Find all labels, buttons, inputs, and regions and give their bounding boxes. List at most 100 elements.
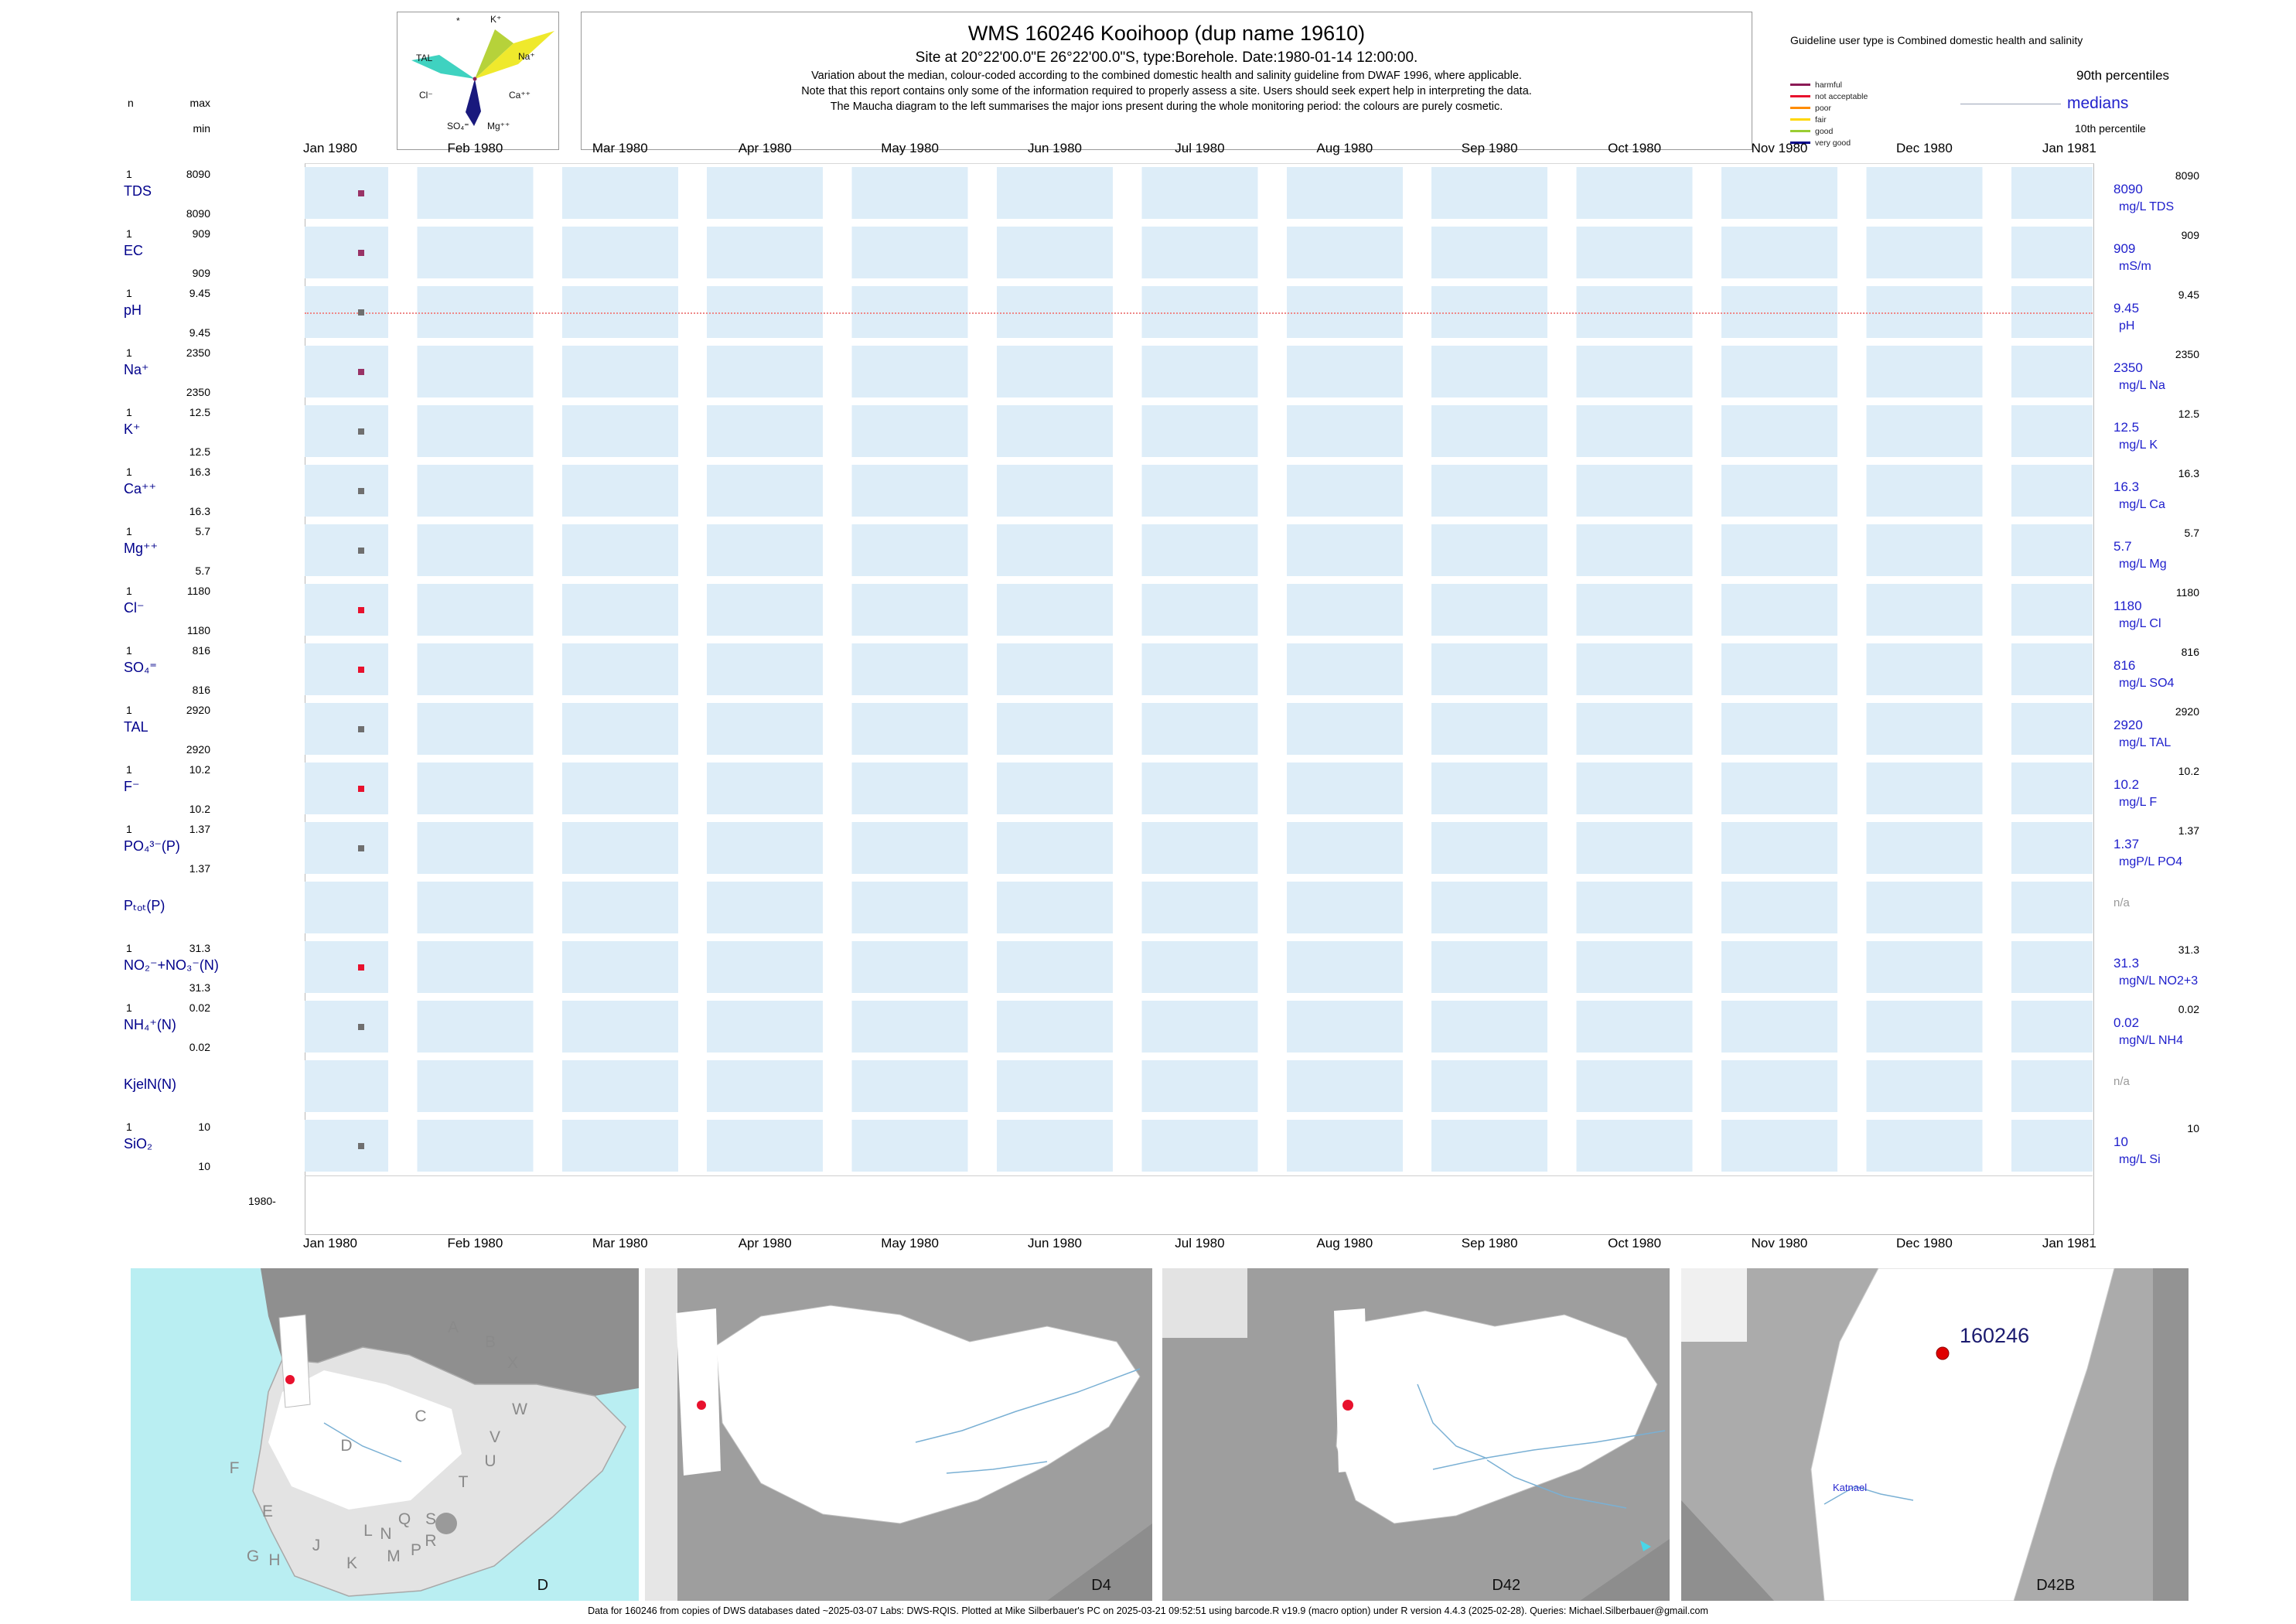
guideline-class-item: fair <box>1790 114 1868 125</box>
month-tick-label: Apr 1980 <box>738 141 792 155</box>
month-tick-label: May 1980 <box>881 141 939 155</box>
median-value: n/a <box>2113 1075 2130 1088</box>
max-value: 816 <box>192 644 210 657</box>
p90-value: 2350 <box>2175 348 2199 360</box>
station-marker <box>697 1401 706 1410</box>
ion-label-asterisk: * <box>456 15 460 26</box>
drainage-region-letter: K <box>346 1554 358 1572</box>
max-value: 31.3 <box>189 942 210 954</box>
parameter-row: 1 909 EC 909 909 909 mS/m <box>0 223 2296 282</box>
drainage-region-letter: S <box>425 1510 437 1528</box>
max-column-header: max <box>189 97 210 109</box>
min-value: 9.45 <box>189 326 210 339</box>
parameter-name: pH <box>124 302 142 318</box>
median-value: 10.2 <box>2113 777 2140 792</box>
timeline-plot <box>305 941 2093 993</box>
data-point <box>358 1142 364 1149</box>
median-value: 8090 <box>2113 182 2143 196</box>
median-value: 816 <box>2113 658 2136 673</box>
guideline-class-label: harmful <box>1815 80 1843 90</box>
timeline-plot <box>305 822 2093 874</box>
note-variation: Variation about the median, colour-coded… <box>811 70 1522 82</box>
min-value: 5.7 <box>195 565 210 577</box>
p90-value: 31.3 <box>2178 943 2199 956</box>
median-value: 2920 <box>2113 718 2143 732</box>
map-zoom-label: D <box>537 1577 549 1594</box>
title-box: WMS 160246 Kooihoop (dup name 19610) Sit… <box>581 12 1752 150</box>
min-value: 10 <box>198 1160 210 1172</box>
guideline-color-swatch <box>1790 84 1810 86</box>
parameter-name: SO₄⁼ <box>124 660 157 675</box>
guideline-legend-title: Guideline user type is Combined domestic… <box>1790 34 2083 46</box>
timeline-plot <box>305 882 2093 933</box>
parameter-row: 1 12.5 K⁺ 12.5 12.5 12.5 mg/L K <box>0 401 2296 461</box>
month-tick-label: Jan 1980 <box>303 141 357 155</box>
min-value: 8090 <box>186 207 210 220</box>
median-legend-label: medians <box>2067 94 2129 112</box>
guideline-class-item: harmful <box>1790 79 1868 90</box>
guideline-color-swatch <box>1790 142 1810 144</box>
month-tick-label: Aug 1980 <box>1316 141 1373 155</box>
p90-value: 9.45 <box>2178 288 2199 301</box>
maucha-na-wedge <box>475 31 554 79</box>
maucha-upper-wedge <box>475 29 513 79</box>
timeline-plot <box>305 227 2093 278</box>
guideline-class-list: harmful not acceptable poor fair good very go… <box>1790 79 1868 148</box>
drainage-region-letter: W <box>512 1401 527 1418</box>
sample-count: 1 <box>126 1121 132 1133</box>
guideline-class-item: not acceptable <box>1790 90 1868 102</box>
parameter-row: 1 8090 TDS 8090 8090 8090 mg/L TDS <box>0 163 2296 223</box>
sample-count: 1 <box>126 763 132 776</box>
river <box>915 1368 1141 1443</box>
month-tick-label: Aug 1980 <box>1316 1236 1373 1250</box>
unit-label: mgN/L NO2+3 <box>2119 974 2199 988</box>
drainage-region-letter: L <box>363 1522 373 1540</box>
min-value: 2350 <box>186 386 210 398</box>
place-name-label: Katnael <box>1833 1482 1868 1493</box>
maucha-tal-wedge <box>411 55 475 79</box>
unit-label: mg/L Mg <box>2119 558 2167 571</box>
station-number-label: 160246 <box>1960 1324 2030 1347</box>
timeline-plot <box>305 643 2093 695</box>
timeline-plot <box>305 703 2093 755</box>
p90-value: 10.2 <box>2178 765 2199 777</box>
left-margin-area <box>645 1268 677 1601</box>
unit-label: mgP/L PO4 <box>2119 855 2183 868</box>
month-tick-label: Jun 1980 <box>1028 1236 1082 1250</box>
parameter-row: KjelN(N) n/a <box>0 1056 2296 1116</box>
year-strip <box>305 1175 2093 1234</box>
month-tick-label: Dec 1980 <box>1896 141 1953 155</box>
drainage-region-letter: J <box>312 1537 321 1554</box>
guideline-class-label: good <box>1815 126 1834 136</box>
station-strip <box>676 1308 721 1476</box>
guideline-class-label: very good <box>1815 138 1851 148</box>
sample-count: 1 <box>126 227 132 240</box>
max-value: 2350 <box>186 346 210 359</box>
median-value: 10 <box>2113 1134 2128 1149</box>
median-value: 909 <box>2113 241 2136 256</box>
data-point <box>358 1023 364 1030</box>
timeline-plot <box>305 346 2093 397</box>
guideline-dashed-line <box>305 312 2093 314</box>
sample-count: 1 <box>126 168 132 180</box>
p90-value: 909 <box>2181 229 2199 241</box>
sample-count: 1 <box>126 644 132 657</box>
drainage-region-letter: R <box>425 1532 437 1550</box>
parameter-row: 1 5.7 Mg⁺⁺ 5.7 5.7 5.7 mg/L Mg <box>0 520 2296 580</box>
parameter-name: NO₂⁻+NO₃⁻(N) <box>124 957 219 973</box>
p90-value: 1180 <box>2175 586 2199 599</box>
ion-label-k: K⁺ <box>490 14 502 25</box>
month-tick-label: Nov 1980 <box>1751 1236 1808 1250</box>
region-d-strip <box>278 1314 311 1408</box>
month-tick-label: Mar 1980 <box>592 141 648 155</box>
p90-value: 0.02 <box>2178 1003 2199 1015</box>
sample-count: 1 <box>126 704 132 716</box>
parameter-row: 1 10.2 F⁻ 10.2 10.2 10.2 mg/L F <box>0 759 2296 818</box>
site-subtitle: Site at 20°22'00.0"E 26°22'00.0"S, type:… <box>915 49 1418 66</box>
ion-label-so4: SO₄⁼ <box>447 121 469 131</box>
parameter-name: Ca⁺⁺ <box>124 481 157 496</box>
corner-shade <box>1047 1523 1152 1601</box>
parameter-row: 1 31.3 NO₂⁻+NO₃⁻(N) 31.3 31.3 31.3 mgN/L… <box>0 937 2296 997</box>
map-panel-secondary: D42 <box>1162 1268 1670 1601</box>
